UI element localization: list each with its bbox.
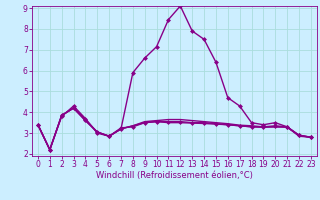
X-axis label: Windchill (Refroidissement éolien,°C): Windchill (Refroidissement éolien,°C) (96, 171, 253, 180)
